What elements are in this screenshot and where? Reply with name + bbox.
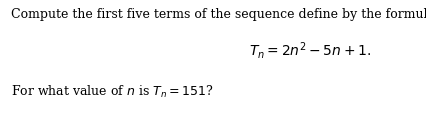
Text: $T_n = 2n^2 - 5n + 1.$: $T_n = 2n^2 - 5n + 1.$ [249, 39, 371, 60]
Text: For what value of $n$ is $T_n = 151$?: For what value of $n$ is $T_n = 151$? [11, 84, 213, 99]
Text: Compute the first five terms of the sequence define by the formula: Compute the first five terms of the sequ… [11, 8, 426, 21]
